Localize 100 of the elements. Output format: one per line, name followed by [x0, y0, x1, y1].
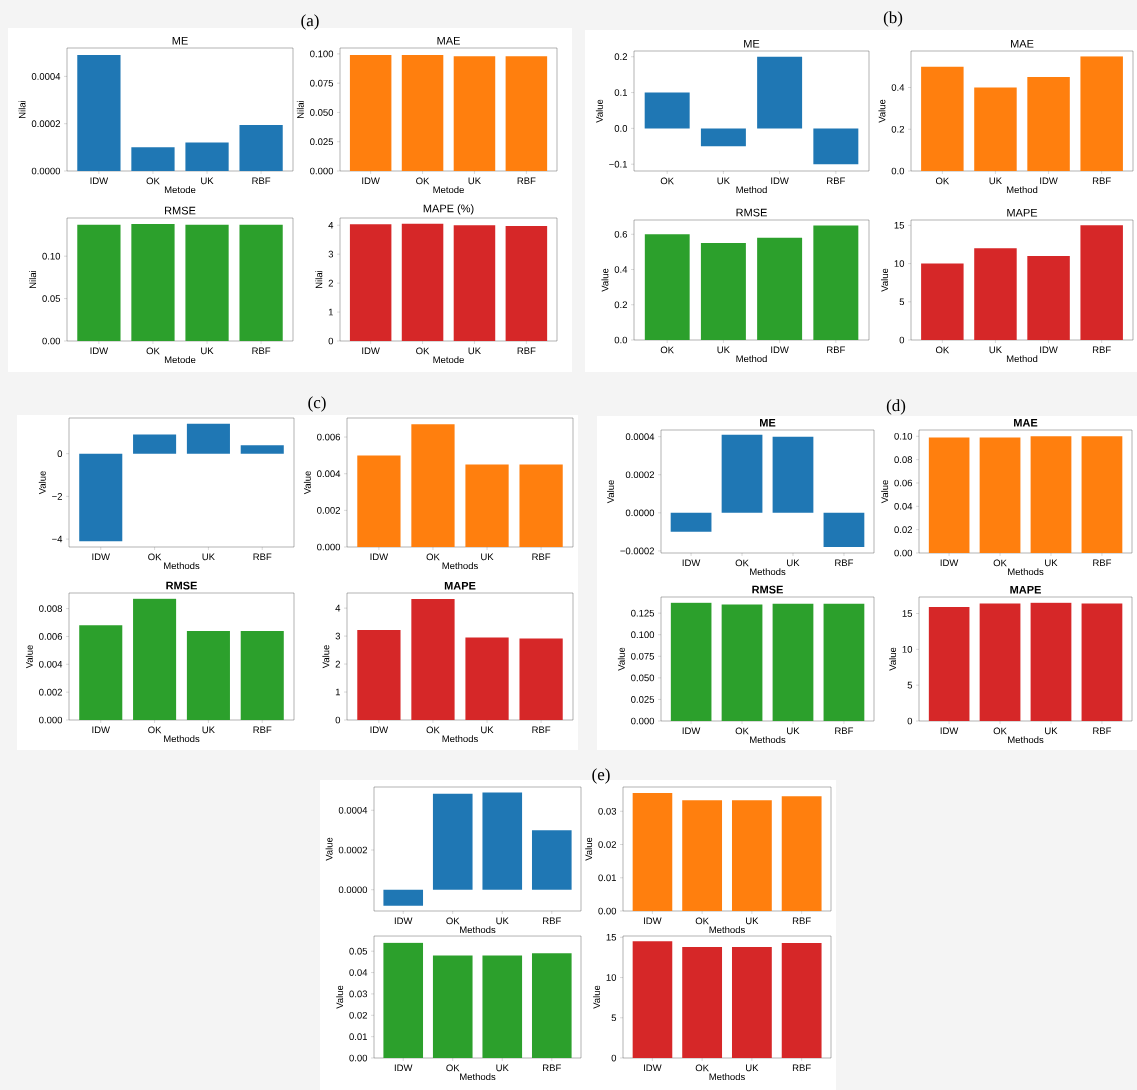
y-tick-label: 0.00: [598, 907, 617, 915]
chart-title: MAPE (%): [423, 204, 474, 215]
bar: [644, 234, 690, 341]
x-tick-label: OK: [148, 553, 162, 561]
y-tick-label: 0.2: [891, 125, 905, 133]
y-axis-title: Value: [336, 985, 344, 1009]
y-axis-title: Value: [25, 645, 33, 669]
x-tick-label: UK: [201, 347, 214, 355]
x-axis-title: Methods: [442, 562, 478, 570]
y-tick-label: 0.075: [631, 652, 655, 660]
x-axis-title: Methods: [460, 926, 496, 934]
y-tick-label: 0.01: [349, 1033, 367, 1041]
y-tick-label: 0.00: [349, 1054, 368, 1062]
text: (c): [308, 396, 326, 412]
y-axis-title: Value: [607, 480, 615, 504]
bar: [700, 243, 746, 341]
chart-title: ME: [760, 418, 776, 427]
x-tick-label: IDW: [92, 553, 110, 561]
bar: [531, 953, 572, 1059]
bar: [240, 445, 284, 454]
y-tick-label: 4: [328, 221, 334, 229]
bar: [186, 630, 230, 721]
bar: [131, 147, 175, 172]
chart-title: MAPE: [1007, 208, 1038, 217]
x-tick-label: IDW: [682, 559, 701, 567]
bar: [670, 512, 712, 532]
y-tick-label: 0.004: [317, 470, 341, 478]
x-tick-label: IDW: [940, 559, 959, 567]
y-tick-label: 0.2: [614, 301, 628, 309]
y-axis-title: Value: [325, 837, 333, 861]
y-tick-label: 0.2: [614, 53, 628, 61]
y-tick-label: 0.004: [39, 660, 63, 668]
x-tick-label: RBF: [792, 917, 811, 925]
text: (e): [592, 768, 610, 784]
x-tick-label: OK: [993, 559, 1007, 567]
y-tick-label: 5: [907, 681, 913, 689]
y-tick-label: 0.0002: [31, 120, 60, 128]
x-tick-label: IDW: [940, 727, 959, 735]
y-tick-label: 0.000: [39, 716, 63, 724]
y-tick-label: 0.000: [631, 717, 655, 725]
chart-title: MAE: [1011, 39, 1034, 48]
bar: [133, 434, 177, 454]
x-tick-label: RBF: [517, 347, 536, 355]
x-tick-label: OK: [146, 177, 160, 185]
x-tick-label: OK: [148, 726, 162, 734]
x-tick-label: IDW: [394, 1064, 413, 1072]
x-tick-label: IDW: [362, 177, 380, 185]
bar: [411, 424, 455, 548]
y-tick-label: 0.025: [631, 696, 655, 703]
x-tick-label: IDW: [370, 726, 389, 734]
x-tick-label: OK: [416, 347, 430, 355]
x-tick-label: UK: [468, 347, 481, 355]
y-tick-label: 0.0004: [338, 806, 368, 814]
y-tick-label: −0.0002: [620, 547, 654, 555]
x-tick-label: IDW: [682, 727, 701, 735]
x-tick-label: UK: [496, 917, 509, 925]
x-axis-title: Metode: [164, 186, 196, 194]
bar: [432, 955, 473, 1059]
y-tick-label: 0.02: [598, 841, 617, 848]
y-tick-label: 0.4: [891, 84, 905, 91]
y-tick-label: 0.04: [349, 969, 368, 976]
x-axis-title: Method: [1006, 355, 1038, 363]
bar: [432, 793, 473, 890]
y-axis-title: Nilai: [29, 270, 37, 288]
x-tick-label: IDW: [90, 347, 109, 355]
x-tick-label: UK: [746, 1064, 759, 1072]
x-axis-title: Methods: [750, 568, 786, 576]
y-tick-label: 0: [328, 337, 334, 345]
x-tick-label: IDW: [771, 346, 789, 354]
y-tick-label: 0.06: [894, 479, 913, 487]
y-tick-label: 1: [335, 688, 340, 696]
y-tick-label: 0.0000: [625, 509, 655, 517]
x-tick-label: OK: [146, 347, 160, 355]
x-tick-label: OK: [993, 727, 1007, 735]
x-tick-label: IDW: [90, 177, 109, 185]
bar: [531, 830, 572, 890]
x-tick-label: IDW: [92, 726, 110, 734]
x-tick-label: RBF: [1093, 727, 1112, 735]
x-tick-label: RBF: [1092, 177, 1111, 185]
y-tick-label: 0: [335, 716, 341, 724]
x-axis-title: Methods: [709, 1073, 745, 1081]
x-tick-label: UK: [989, 346, 1002, 354]
x-tick-label: RBF: [827, 346, 845, 354]
x-tick-label: IDW: [1040, 177, 1058, 185]
y-tick-label: 0.0002: [338, 846, 367, 854]
y-axis-title: Value: [322, 645, 330, 669]
chart-title: ME: [744, 39, 760, 48]
x-tick-label: IDW: [362, 347, 380, 355]
bar: [772, 436, 814, 513]
y-tick-label: 0.006: [39, 633, 63, 640]
y-axis-title: Value: [38, 471, 46, 495]
bar: [921, 66, 964, 172]
y-tick-label: 0.02: [894, 526, 913, 534]
y-axis-title: Nilai: [315, 270, 323, 288]
y-tick-label: 0.0000: [338, 886, 368, 894]
y-tick-label: 0: [907, 717, 913, 725]
y-tick-label: 0.03: [598, 807, 617, 815]
y-tick-label: 15: [894, 222, 905, 229]
bar: [757, 56, 803, 129]
chart-title: MAE: [1014, 418, 1038, 427]
